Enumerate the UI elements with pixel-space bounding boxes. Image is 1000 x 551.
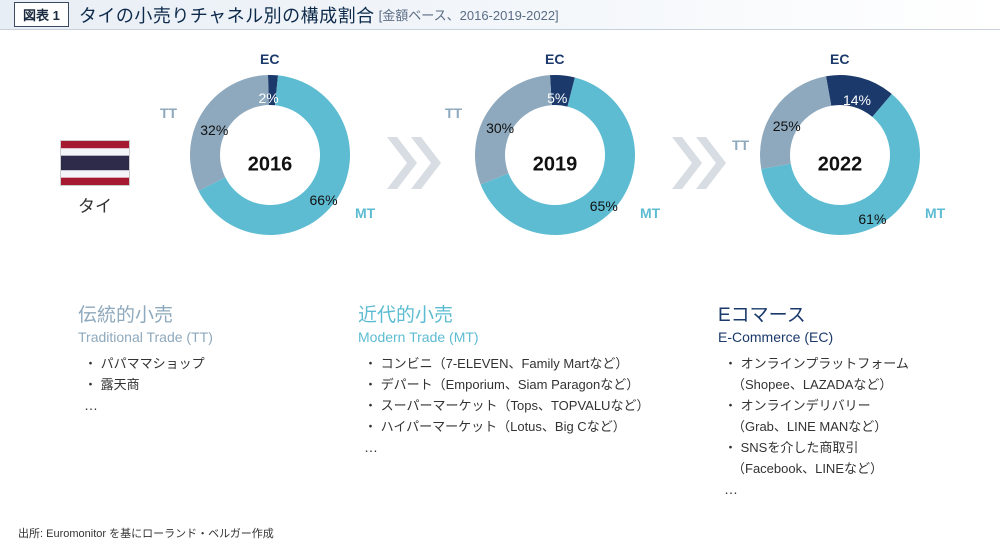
legend-item: オンラインプラットフォーム [724, 353, 982, 372]
chart-title: タイの小売りチャネル別の構成割合 [79, 2, 375, 28]
legend-item-sub: （Grab、LINE MANなど） [732, 416, 982, 435]
legend-tt-more: … [84, 397, 322, 413]
slice-value-tt-2022: 25% [773, 118, 801, 134]
legend-tt-list: パパママショップ露天商 [78, 353, 322, 393]
chevron-right-icon [385, 133, 441, 193]
legend-tt: 伝統的小売 Traditional Trade (TT) パパママショップ露天商… [60, 300, 340, 497]
slice-value-ec-2016: 2% [258, 90, 278, 106]
legend-item: パパママショップ [84, 353, 322, 372]
legend-item-sub: （Shopee、LAZADAなど） [732, 374, 982, 393]
arc-label-ec-2016: EC [260, 51, 279, 67]
arc-label-mt-2022: MT [925, 205, 945, 221]
slice-value-tt-2016: 32% [200, 122, 228, 138]
arc-label-tt-2019: TT [445, 105, 462, 121]
charts-row: タイ 20162%32%66%ECTTMT20195%30%65%ECTTMT2… [0, 55, 1000, 275]
legend-mt-more: … [364, 439, 682, 455]
source-text: 出所: Euromonitor を基にローランド・ベルガー作成 [18, 525, 274, 541]
slice-value-mt-2019: 65% [590, 198, 618, 214]
legend-mt-en: Modern Trade (MT) [358, 329, 682, 345]
slice-value-ec-2019: 5% [547, 90, 567, 106]
legend-item: 露天商 [84, 374, 322, 393]
legend-ec-en: E-Commerce (EC) [718, 329, 982, 345]
slice-value-mt-2022: 61% [858, 211, 886, 227]
legend-ec-list: オンラインプラットフォーム （Shopee、LAZADAなど） オンラインデリバリー… [718, 353, 982, 477]
legend-row: 伝統的小売 Traditional Trade (TT) パパママショップ露天商… [0, 300, 1000, 497]
header-bar: 図表 1 タイの小売りチャネル別の構成割合 [金額ベース、2016-2019-2… [0, 0, 1000, 30]
figure-number-box: 図表 1 [14, 2, 69, 27]
donut-2016: 20162%32%66%ECTTMT [170, 65, 370, 265]
thailand-flag-icon [60, 140, 130, 186]
donut-2019: 20195%30%65%ECTTMT [455, 65, 655, 265]
legend-item: デパート（Emporium、Siam Paragonなど） [364, 374, 682, 393]
arc-label-ec-2022: EC [830, 51, 849, 67]
chevron-right-icon [670, 133, 726, 193]
legend-tt-en: Traditional Trade (TT) [78, 329, 322, 345]
donut-year-label: 2016 [248, 154, 293, 177]
chart-subtitle: [金額ベース、2016-2019-2022] [379, 5, 559, 24]
legend-item: スーパーマーケット（Tops、TOPVALUなど） [364, 395, 682, 414]
legend-mt: 近代的小売 Modern Trade (MT) コンビニ（7-ELEVEN、Fa… [340, 300, 700, 497]
arc-label-tt-2016: TT [160, 105, 177, 121]
donut-year-label: 2019 [533, 154, 578, 177]
legend-item: SNSを介した商取引 [724, 437, 982, 456]
legend-mt-list: コンビニ（7-ELEVEN、Family Martなど） デパート（Emporiu… [358, 353, 682, 435]
legend-ec-more: … [724, 481, 982, 497]
legend-tt-jp: 伝統的小売 [78, 300, 322, 327]
slice-value-tt-2019: 30% [486, 120, 514, 136]
legend-item: ハイパーマーケット（Lotus、Big Cなど） [364, 416, 682, 435]
legend-item-sub: （Facebook、LINEなど） [732, 458, 982, 477]
country-block: タイ [40, 140, 150, 217]
legend-item: オンラインデリバリー [724, 395, 982, 414]
legend-mt-jp: 近代的小売 [358, 300, 682, 327]
slice-value-mt-2016: 66% [310, 192, 338, 208]
arc-label-mt-2019: MT [640, 205, 660, 221]
donut-year-label: 2022 [818, 154, 863, 177]
country-label: タイ [40, 192, 150, 217]
arc-label-mt-2016: MT [355, 205, 375, 221]
legend-item: コンビニ（7-ELEVEN、Family Martなど） [364, 353, 682, 372]
arc-label-ec-2019: EC [545, 51, 564, 67]
slice-value-ec-2022: 14% [843, 92, 871, 108]
legend-ec-jp: Eコマース [718, 300, 982, 327]
arc-label-tt-2022: TT [732, 137, 749, 153]
legend-ec: Eコマース E-Commerce (EC) オンラインプラットフォーム （Shop… [700, 300, 1000, 497]
donut-2022: 202214%25%61%ECTTMT [740, 65, 940, 265]
